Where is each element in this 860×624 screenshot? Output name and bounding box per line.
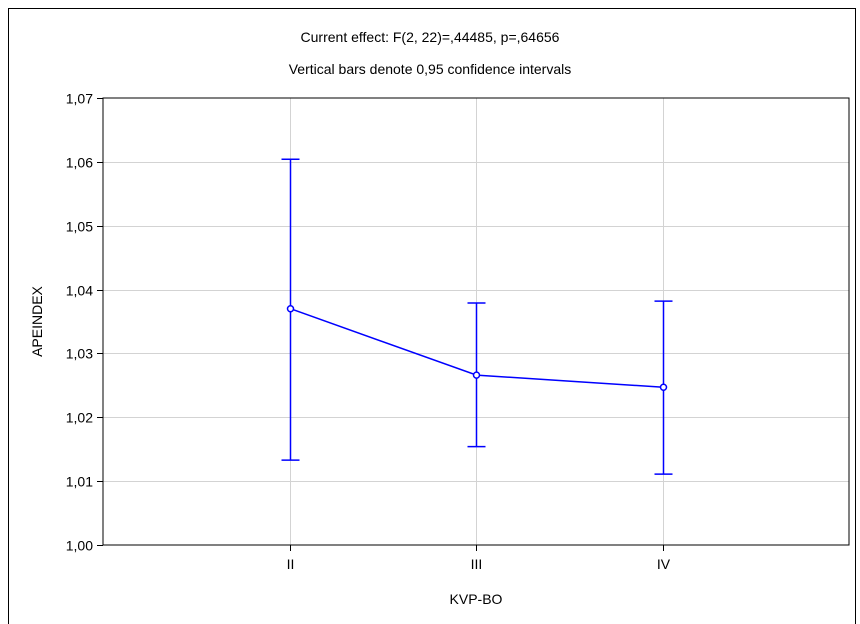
y-tick-label: 1,06	[66, 155, 93, 171]
data-point	[472, 371, 481, 379]
x-axis-label: KVP-BO	[450, 591, 503, 607]
data-point	[659, 383, 668, 392]
y-tick-label: 1,00	[66, 538, 93, 554]
y-tick-label: 1,07	[66, 91, 93, 107]
x-tick-label: II	[287, 556, 295, 572]
data-points	[286, 304, 668, 392]
y-tick-label: 1,02	[66, 410, 93, 426]
y-tick-label: 1,01	[66, 474, 93, 490]
chart-subtitle: Vertical bars denote 0,95 confidence int…	[289, 61, 572, 77]
x-tick-label: III	[471, 556, 483, 572]
y-tick-label: 1,05	[66, 219, 93, 235]
chart-frame	[8, 8, 856, 624]
x-tick-label: IV	[657, 556, 671, 572]
y-axis-label: APEINDEX	[29, 285, 45, 356]
y-tick-label: 1,04	[66, 283, 93, 299]
chart-title: Current effect: F(2, 22)=,44485, p=,6465…	[301, 29, 560, 45]
data-point	[286, 304, 295, 313]
y-tick-label: 1,03	[66, 346, 93, 362]
